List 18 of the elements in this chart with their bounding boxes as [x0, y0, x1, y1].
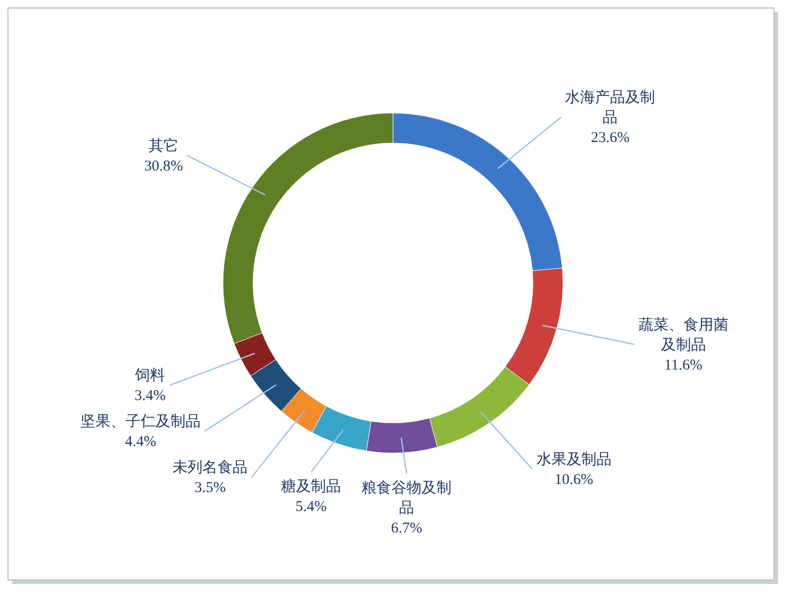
- data-label: 4.4%: [125, 434, 156, 450]
- data-label: 3.4%: [134, 388, 166, 404]
- slice-label: 糖及制品: [281, 478, 342, 496]
- slice-label: 水果及制品: [536, 451, 612, 468]
- slice-label: 水海产品及制品: [565, 89, 656, 126]
- slice-label: 饲料: [134, 367, 166, 384]
- slice-label: 蔬菜、食用菌及制品: [638, 316, 728, 354]
- data-label: 5.4%: [296, 499, 327, 516]
- data-label: 10.6%: [554, 472, 594, 488]
- data-label: 6.7%: [390, 520, 422, 537]
- data-label: 11.6%: [664, 357, 702, 374]
- slice-label: 未列名食品: [172, 459, 248, 476]
- slice-label: 坚果、子仁及制品: [80, 413, 201, 430]
- data-label: 3.5%: [194, 480, 226, 496]
- slice-label: 粮食谷物及制品: [362, 480, 452, 517]
- data-label: 23.6%: [590, 130, 630, 146]
- slice-label: 其它: [148, 137, 179, 154]
- data-label: 30.8%: [144, 158, 183, 174]
